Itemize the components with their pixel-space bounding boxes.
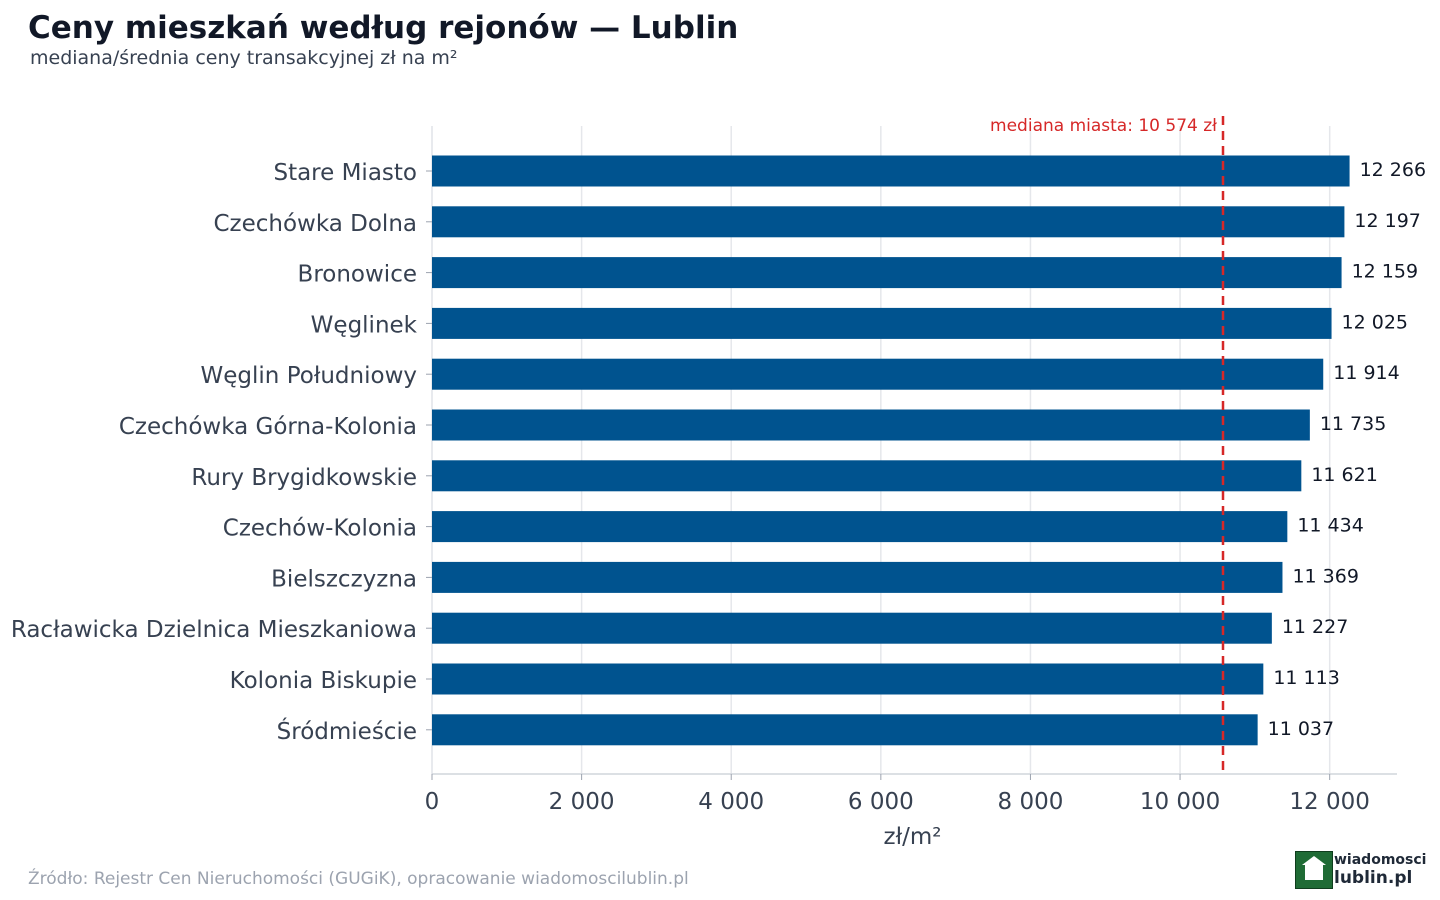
source-note: Źródło: Rejestr Cen Nieruchomości (GUGiK… (28, 869, 689, 889)
value-label: 11 735 (1320, 413, 1386, 435)
site-logo[interactable]: wiadomosci lublin.pl (1295, 851, 1427, 889)
value-label: 11 113 (1273, 667, 1339, 689)
bar (432, 460, 1302, 492)
value-label: 11 914 (1333, 362, 1399, 384)
x-tick-label: 0 (425, 789, 440, 815)
bar (432, 358, 1324, 390)
category-label: Bronowice (298, 262, 417, 288)
bars (432, 155, 1350, 746)
value-label: 11 621 (1311, 464, 1377, 486)
x-tick-label: 4 000 (698, 789, 764, 815)
median-reference: mediana miasta: 10 574 zł (990, 116, 1225, 776)
value-label: 12 025 (1342, 311, 1408, 333)
bar (432, 307, 1332, 339)
value-labels: 12 266 12 197 12 159 12 025 11 914 11 735 11 6… (1268, 159, 1426, 740)
value-label: 12 197 (1354, 210, 1420, 232)
x-tick-label: 12 000 (1289, 789, 1369, 815)
bar (432, 663, 1264, 695)
chart-subtitle: mediana/średnia ceny transakcyjnej zł na… (30, 47, 458, 69)
value-label: 12 159 (1352, 261, 1418, 283)
logo-badge-icon (1295, 851, 1333, 889)
x-tick-label: 10 000 (1140, 789, 1220, 815)
category-label: Czechówka Górna-Kolonia (119, 414, 417, 440)
value-label: 11 369 (1292, 565, 1358, 587)
median-label: mediana miasta: 10 574 zł (990, 116, 1217, 136)
bar (432, 409, 1310, 441)
category-label: Węglin Południowy (201, 363, 417, 389)
logo-line-2: lublin.pl (1334, 868, 1413, 888)
category-label: Śródmieście (277, 717, 417, 745)
value-label: 11 227 (1282, 616, 1348, 638)
x-tick-label: 2 000 (549, 789, 615, 815)
category-label: Węglinek (311, 312, 418, 338)
category-label: Rury Brygidkowskie (191, 465, 417, 491)
x-axis: 0 2 000 4 000 6 000 8 000 10 000 12 000 zł/m² (425, 773, 1397, 850)
value-label: 11 434 (1297, 515, 1363, 537)
chart-title: Ceny mieszkań według rejonów — Lublin (28, 10, 739, 46)
bar (432, 155, 1350, 187)
category-label: Stare Miasto (273, 160, 417, 186)
value-label: 11 037 (1268, 718, 1334, 740)
category-label: Bielszczyzna (271, 566, 417, 592)
value-label: 12 266 (1360, 159, 1426, 181)
bar (432, 612, 1272, 644)
category-label: Czechów-Kolonia (223, 516, 417, 542)
x-axis-title: zł/m² (884, 824, 942, 850)
category-labels: Stare Miasto Czechówka Dolna Bronowice Węgl… (11, 160, 432, 745)
bar (432, 561, 1283, 593)
category-label: Kolonia Biskupie (230, 668, 417, 694)
logo-line-1: wiadomosci (1334, 852, 1427, 868)
bar (432, 257, 1342, 289)
category-label: Racławicka Dzielnica Mieszkaniowa (11, 617, 417, 643)
x-tick-label: 8 000 (998, 789, 1064, 815)
x-tick-label: 6 000 (848, 789, 914, 815)
category-label: Czechówka Dolna (213, 211, 417, 237)
bar (432, 714, 1258, 746)
bar (432, 206, 1345, 238)
bar (432, 511, 1288, 543)
